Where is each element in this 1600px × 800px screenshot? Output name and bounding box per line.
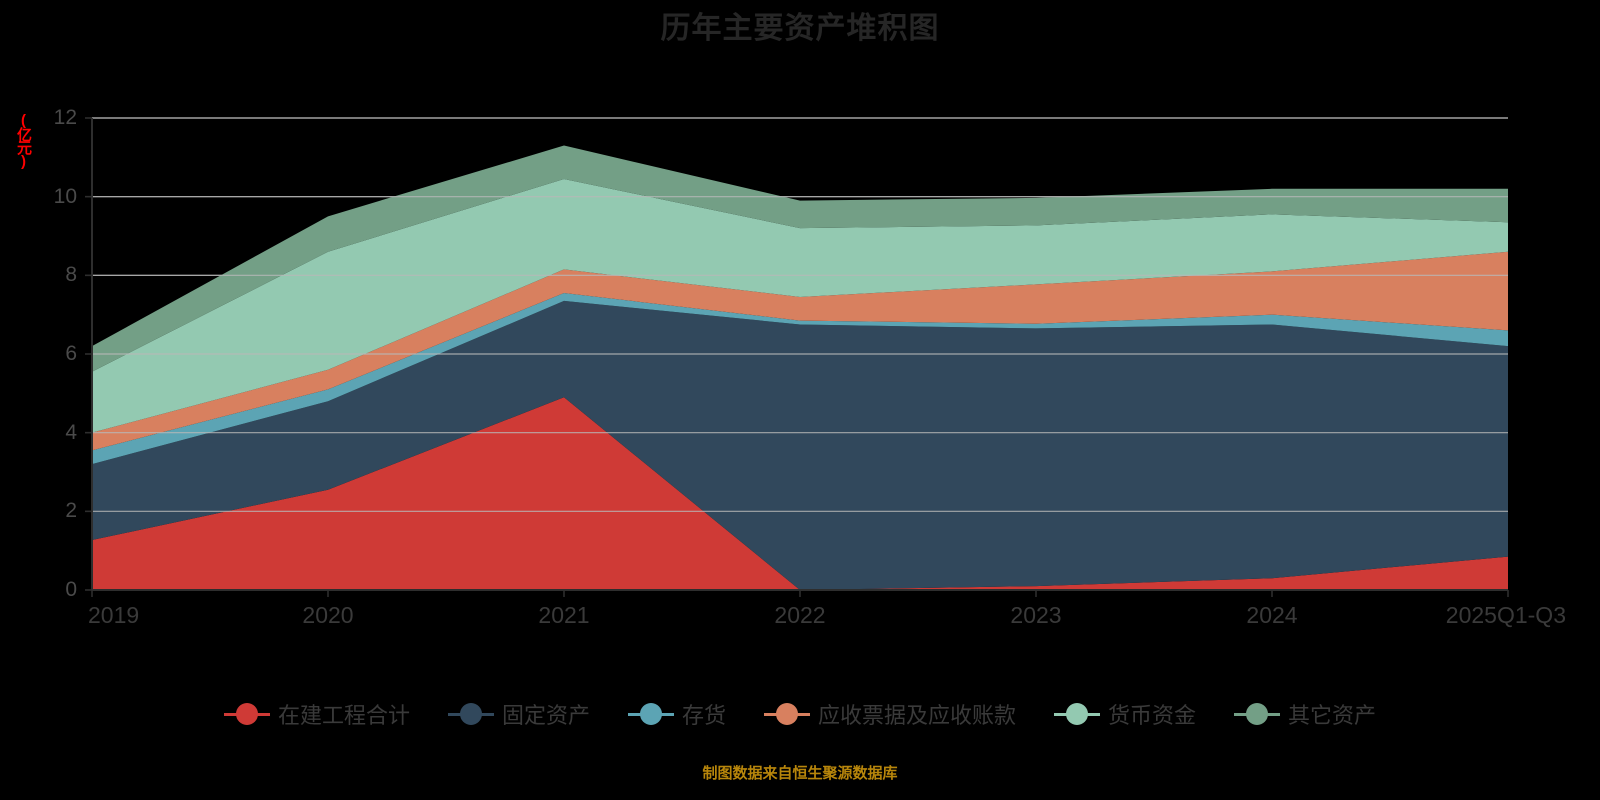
y-tick-label: 0	[65, 578, 77, 601]
area-band	[92, 300, 1508, 590]
x-tick-label: 2020	[302, 602, 354, 628]
x-tick-label: 2025Q1-Q3	[1445, 602, 1566, 628]
y-tick-label: 2	[65, 499, 77, 523]
x-tick-label: 2022	[774, 602, 826, 628]
legend-item-label: 货币资金	[1108, 703, 1197, 728]
chart-title: 历年主要资产堆积图	[660, 12, 940, 45]
legend-marker-icon	[223, 703, 270, 725]
area-band	[92, 178, 1508, 433]
area-band	[92, 251, 1508, 451]
legend-item-label: 其它资产	[1288, 703, 1377, 728]
legend-marker-icon	[1234, 703, 1281, 725]
footer-note: 制图数据来自恒生聚源数据库	[702, 765, 898, 782]
legend-item[interactable]: 其它资产	[1234, 698, 1376, 730]
y-tick-label: 12	[53, 106, 77, 129]
area-band	[92, 293, 1508, 465]
y-axis-label: (亿元)	[15, 112, 32, 168]
y-tick-label: 6	[65, 342, 77, 365]
area-band	[92, 397, 1508, 590]
legend-item[interactable]: 固定资产	[447, 698, 590, 730]
legend-marker-icon	[627, 703, 674, 725]
x-tick-label: 2021	[538, 602, 590, 628]
x-tick-label: 2019	[88, 602, 140, 628]
legend-item[interactable]: 应收票据及应收账款	[764, 698, 1016, 730]
legend-marker-icon	[764, 703, 810, 725]
legend-marker-icon	[447, 703, 494, 725]
y-tick-label: 10	[53, 184, 77, 208]
legend-item[interactable]: 货币资金	[1054, 698, 1196, 730]
legend-item[interactable]: 存货	[627, 698, 726, 730]
area-band	[92, 145, 1508, 372]
legend-marker-icon	[1054, 703, 1101, 725]
legend-item-label: 存货	[681, 703, 726, 728]
legend-item-label: 在建工程合计	[277, 703, 410, 728]
chart-legend: 在建工程合计 固定资产 存货 应收票据及应收账款 货币资金 其它资产	[0, 698, 1600, 730]
x-tick-label: 2023	[1010, 602, 1062, 628]
legend-item[interactable]: 在建工程合计	[223, 698, 410, 730]
legend-item-label: 应收票据及应收账款	[818, 703, 1017, 728]
y-tick-label: 4	[65, 420, 77, 444]
legend-item-label: 固定资产	[501, 703, 590, 728]
y-tick-label: 8	[65, 263, 77, 287]
x-tick-label: 2024	[1246, 602, 1298, 628]
